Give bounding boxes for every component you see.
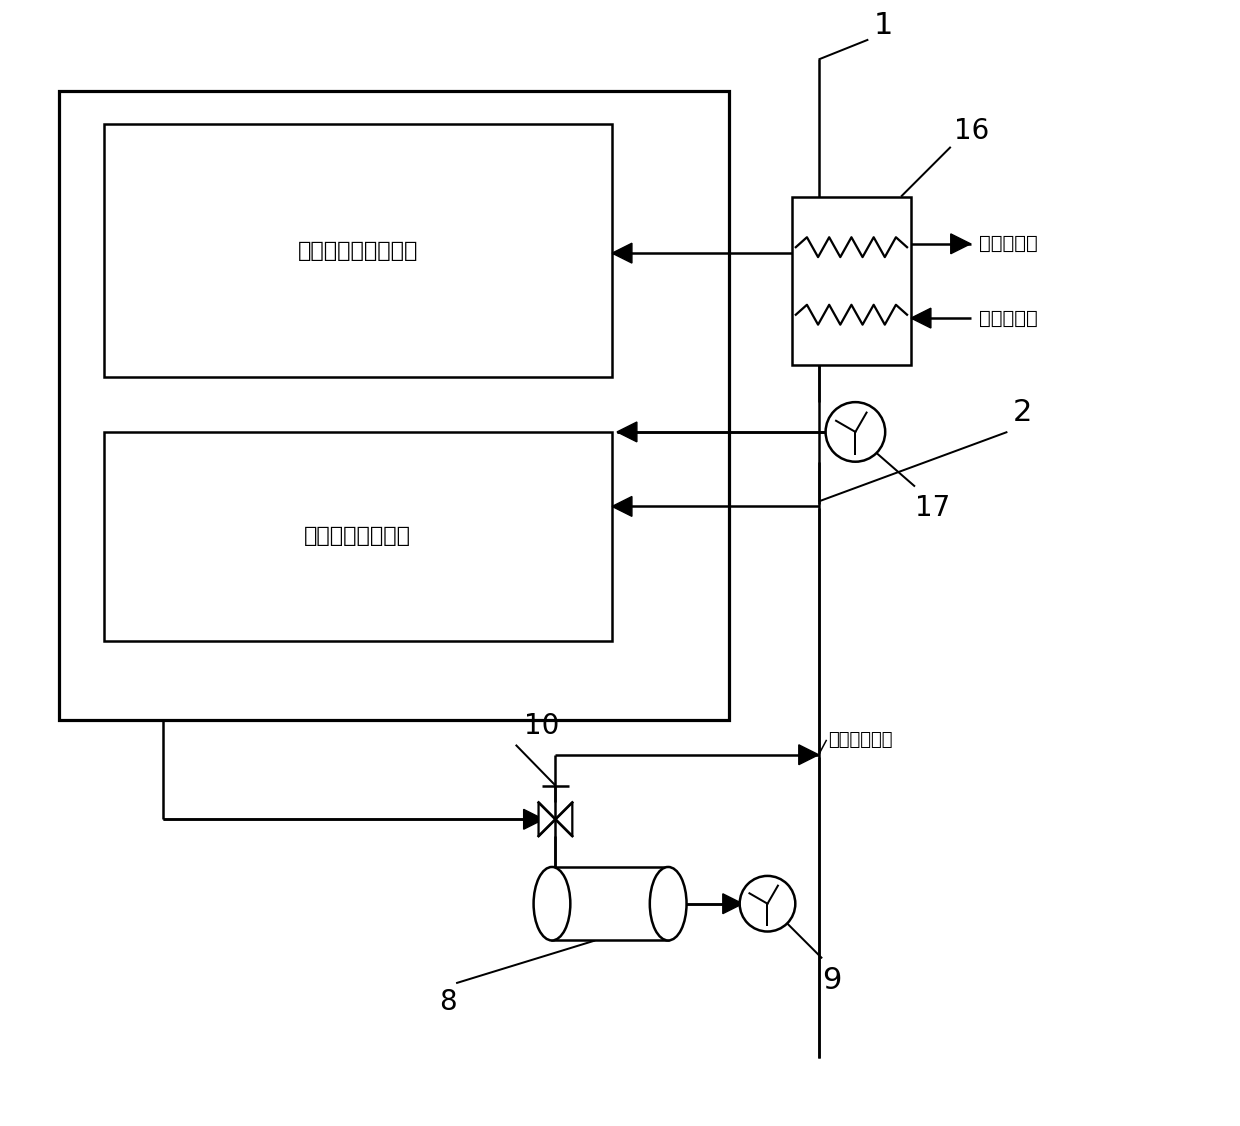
Polygon shape — [723, 894, 743, 913]
Text: 2: 2 — [1012, 397, 1032, 427]
Polygon shape — [538, 803, 556, 837]
Polygon shape — [523, 810, 543, 829]
Polygon shape — [911, 309, 931, 328]
Bar — [792, 197, 911, 365]
Text: 10: 10 — [523, 712, 559, 740]
Polygon shape — [556, 803, 573, 837]
Bar — [58, 91, 729, 720]
Circle shape — [740, 876, 795, 931]
Polygon shape — [799, 744, 818, 765]
Circle shape — [826, 402, 885, 462]
Text: 还原炉尾气冷却管: 还原炉尾气冷却管 — [304, 526, 412, 546]
Text: 9: 9 — [822, 966, 842, 995]
Text: 1: 1 — [873, 10, 893, 39]
Polygon shape — [951, 234, 971, 253]
Ellipse shape — [533, 867, 570, 940]
Bar — [103, 124, 613, 377]
Polygon shape — [618, 422, 637, 441]
Text: 17: 17 — [915, 494, 950, 522]
Text: 还原炉底盘冷却水管: 还原炉底盘冷却水管 — [298, 241, 418, 260]
Polygon shape — [613, 243, 632, 263]
Text: 16: 16 — [954, 117, 990, 145]
Text: 循环水入口: 循环水入口 — [978, 309, 1038, 328]
Text: 8: 8 — [439, 989, 458, 1016]
Bar — [552, 867, 668, 940]
Text: 循环水出口: 循环水出口 — [978, 234, 1038, 253]
Ellipse shape — [650, 867, 687, 940]
Polygon shape — [613, 497, 632, 517]
Text: 闪蒸出的蒸气: 闪蒸出的蒸气 — [828, 731, 893, 749]
Bar — [103, 432, 613, 641]
